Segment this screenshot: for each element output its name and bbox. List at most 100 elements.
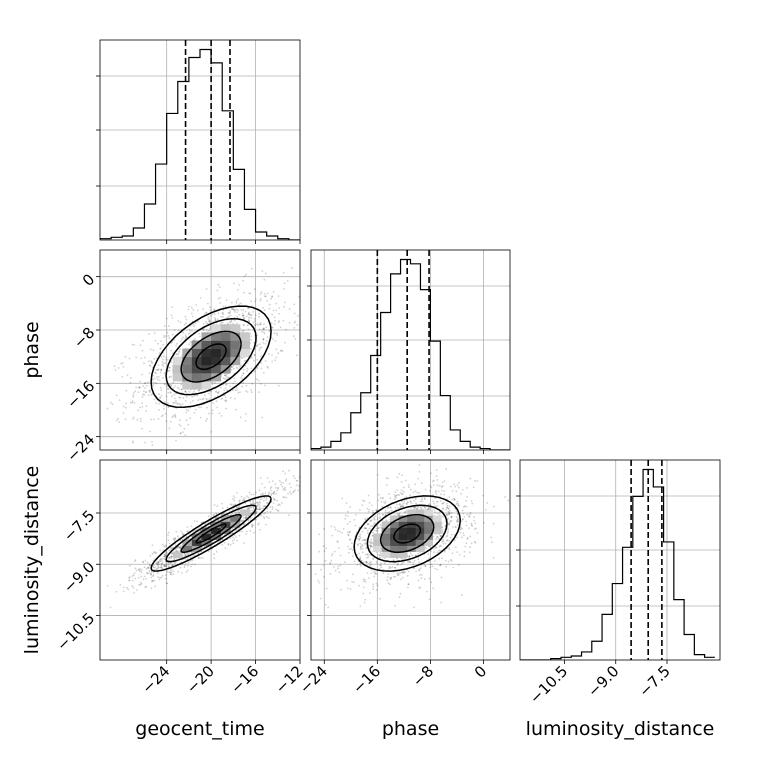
scatter-point [421, 496, 423, 499]
density-cell [407, 509, 417, 516]
scatter-point [159, 558, 162, 561]
scatter-point [249, 500, 252, 503]
scatter-point [407, 586, 409, 589]
scatter-point [233, 319, 236, 322]
scatter-point [224, 305, 227, 308]
scatter-point [153, 398, 156, 401]
scatter-point [253, 341, 256, 344]
scatter-point [436, 505, 438, 507]
scatter-point [346, 579, 348, 582]
scatter-point [463, 534, 465, 537]
density-cell [390, 521, 400, 528]
scatter-point [167, 402, 169, 405]
scatter-point [259, 299, 262, 302]
scatter-point [453, 497, 455, 500]
scatter-point [163, 555, 166, 558]
scatter-point [178, 350, 181, 353]
scatter-point [448, 496, 451, 499]
scatter-point [407, 484, 410, 486]
scatter-point [252, 524, 255, 526]
scatter-point [451, 489, 454, 492]
scatter-point [245, 390, 247, 392]
scatter-point [178, 396, 181, 399]
scatter-point [334, 528, 337, 531]
scatter-point [367, 494, 370, 497]
scatter-point [145, 585, 148, 588]
scatter-point [435, 475, 438, 477]
scatter-point [423, 563, 425, 566]
scatter-point [424, 546, 426, 549]
scatter-point [266, 292, 269, 295]
scatter-point [191, 330, 193, 332]
scatter-point [408, 555, 411, 558]
scatter-point [392, 559, 395, 561]
scatter-point [395, 494, 397, 497]
scatter-point [375, 582, 378, 585]
scatter-point [235, 529, 238, 532]
scatter-point [352, 573, 354, 576]
scatter-point [429, 566, 432, 569]
scatter-point [236, 311, 239, 314]
scatter-point [263, 278, 266, 281]
scatter-point [447, 508, 450, 510]
scatter-point [148, 364, 151, 367]
scatter-point [250, 267, 253, 270]
scatter-point [340, 588, 342, 591]
scatter-point [385, 519, 388, 521]
scatter-point [177, 320, 180, 322]
scatter-point [276, 509, 279, 512]
scatter-point [157, 364, 160, 367]
scatter-point [220, 415, 223, 417]
scatter-point [361, 551, 364, 554]
scatter-point [255, 344, 258, 347]
scatter-point [442, 539, 444, 541]
scatter-point [452, 566, 455, 569]
scatter-point [144, 586, 147, 589]
scatter-point [228, 312, 231, 314]
scatter-point [371, 534, 374, 537]
scatter-point [277, 384, 280, 387]
scatter-point [161, 575, 164, 577]
scatter-point [157, 576, 160, 578]
scatter-point [409, 561, 411, 564]
scatter-point [178, 387, 181, 390]
scatter-point [492, 557, 495, 559]
scatter-point [226, 316, 229, 319]
scatter-point [460, 492, 462, 495]
scatter-point [176, 353, 178, 355]
scatter-point [165, 395, 168, 398]
scatter-point [157, 369, 160, 371]
scatter-point [138, 386, 141, 389]
scatter-point [214, 319, 217, 322]
scatter-point [257, 323, 260, 326]
density-cell [201, 340, 212, 349]
density-cell [432, 521, 442, 528]
scatter-point [277, 352, 280, 355]
scatter-point [226, 383, 228, 386]
scatter-point [458, 482, 460, 484]
scatter-point [268, 307, 271, 310]
scatter-point [151, 552, 154, 555]
scatter-point [285, 496, 288, 499]
scatter-point [256, 508, 259, 511]
scatter-point [161, 361, 164, 363]
scatter-point [207, 515, 210, 518]
density-cell [230, 356, 241, 366]
scatter-point [428, 598, 431, 600]
scatter-point [463, 550, 466, 553]
scatter-point [167, 531, 170, 534]
scatter-point [156, 378, 159, 381]
scatter-point [349, 588, 352, 591]
scatter-point [277, 510, 280, 512]
scatter-point [376, 525, 378, 527]
scatter-point [282, 482, 285, 484]
scatter-point [350, 547, 352, 550]
scatter-point [474, 541, 477, 544]
scatter-point [448, 523, 450, 526]
scatter-point [369, 547, 371, 550]
scatter-point [374, 571, 377, 574]
scatter-point [115, 590, 118, 593]
scatter-point [133, 592, 135, 594]
scatter-point [178, 351, 181, 354]
scatter-point [382, 568, 385, 571]
